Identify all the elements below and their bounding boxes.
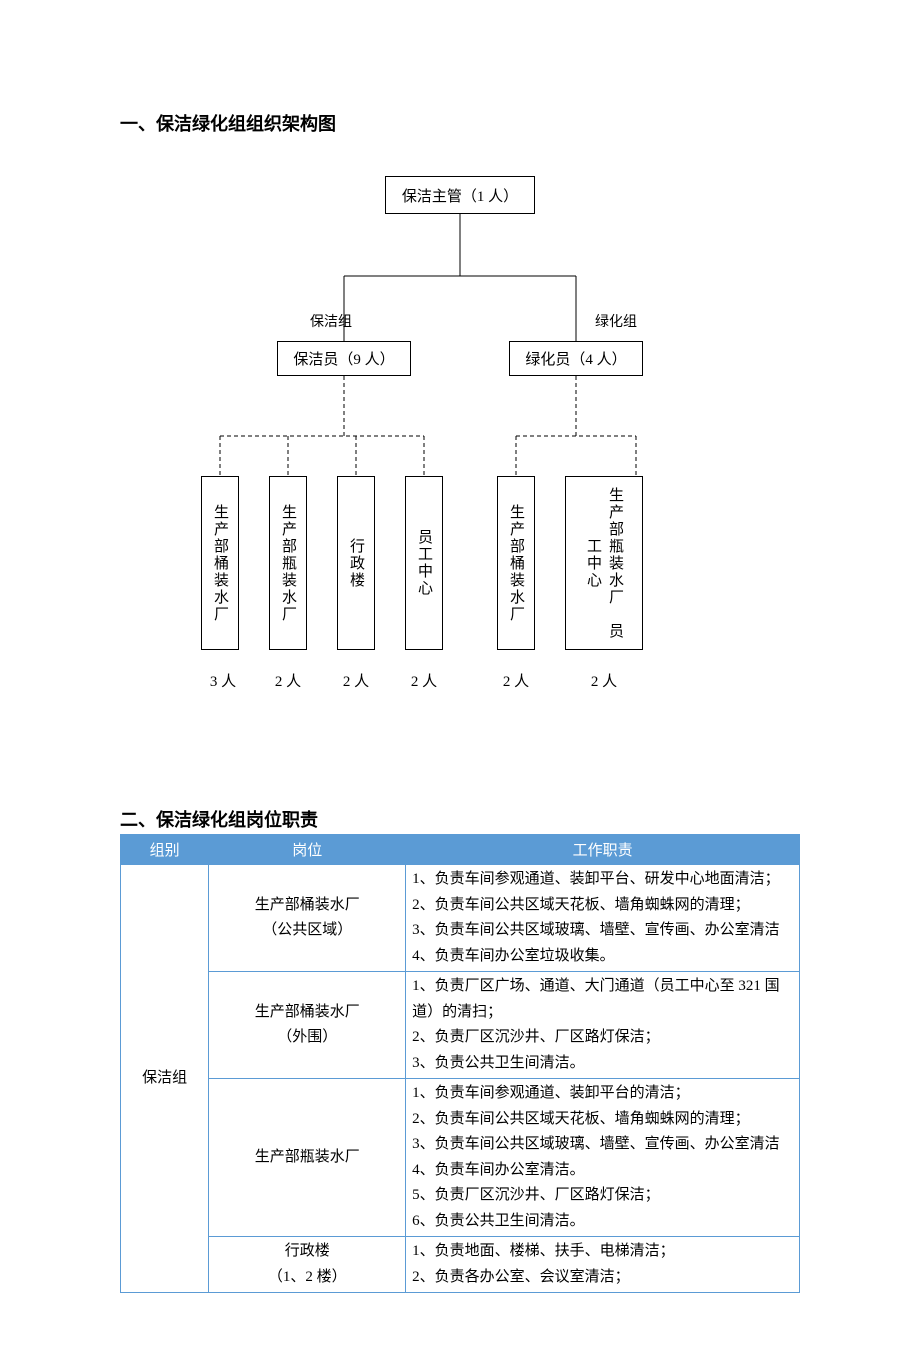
org-leaf-2-label: 行政楼 [345,538,367,589]
org-leaf-3: 员工中心 [405,476,443,650]
org-leaf-4-label: 生产部桶装水厂 [505,504,527,623]
org-leaf-1-count: 2 人 [273,670,303,691]
org-node-root: 保洁主管（1 人） [385,176,535,214]
section2-heading: 二、保洁绿化组岗位职责 [120,806,800,832]
duty-col-2: 工作职责 [406,835,800,865]
org-group-left-label: 保洁组 [310,311,352,331]
org-node-level2-left: 保洁员（9 人） [277,341,411,376]
org-leaf-5-label: 生产部瓶装水厂 员工中心 [582,483,626,643]
org-leaf-2-count: 2 人 [341,670,371,691]
org-chart: 保洁主管（1 人） 保洁组 绿化组 保洁员（9 人） 绿化员（4 人） 生产部桶… [200,176,720,736]
table-row: 生产部桶装水厂（外围）1、负责厂区广场、通道、大门通道（员工中心至 321 国道… [121,972,800,1079]
duty-col-0: 组别 [121,835,209,865]
org-leaf-4: 生产部桶装水厂 [497,476,535,650]
org-leaf-4-count: 2 人 [501,670,531,691]
org-leaf-0: 生产部桶装水厂 [201,476,239,650]
org-leaf-0-count: 3 人 [208,670,238,691]
duty-position-cell: 生产部桶装水厂（公共区域） [209,865,406,972]
duty-position-cell: 生产部桶装水厂（外围） [209,972,406,1079]
duty-group-cell: 保洁组 [121,865,209,1293]
duty-duties-cell: 1、负责厂区广场、通道、大门通道（员工中心至 321 国道）的清扫；2、负责厂区… [406,972,800,1079]
org-leaf-3-label: 员工中心 [413,529,435,597]
duty-position-cell: 行政楼（1、2 楼） [209,1237,406,1293]
table-row: 生产部瓶装水厂1、负责车间参观通道、装卸平台的清洁；2、负责车间公共区域天花板、… [121,1079,800,1237]
duty-col-1: 岗位 [209,835,406,865]
duty-position-cell: 生产部瓶装水厂 [209,1079,406,1237]
duty-duties-cell: 1、负责车间参观通道、装卸平台的清洁；2、负责车间公共区域天花板、墙角蜘蛛网的清… [406,1079,800,1237]
org-leaf-2: 行政楼 [337,476,375,650]
section1-heading: 一、保洁绿化组组织架构图 [120,110,800,136]
duty-duties-cell: 1、负责车间参观通道、装卸平台、研发中心地面清洁；2、负责车间公共区域天花板、墙… [406,865,800,972]
duty-table: 组别 岗位 工作职责 保洁组生产部桶装水厂（公共区域）1、负责车间参观通道、装卸… [120,834,800,1293]
org-node-level2-right: 绿化员（4 人） [509,341,643,376]
org-leaf-1: 生产部瓶装水厂 [269,476,307,650]
org-chart-connectors [200,176,720,736]
org-leaf-1-label: 生产部瓶装水厂 [277,504,299,623]
org-leaf-0-label: 生产部桶装水厂 [209,504,231,623]
table-row: 行政楼（1、2 楼）1、负责地面、楼梯、扶手、电梯清洁；2、负责各办公室、会议室… [121,1237,800,1293]
org-leaf-3-count: 2 人 [409,670,439,691]
org-group-right-label: 绿化组 [595,311,637,331]
duty-table-header-row: 组别 岗位 工作职责 [121,835,800,865]
table-row: 保洁组生产部桶装水厂（公共区域）1、负责车间参观通道、装卸平台、研发中心地面清洁… [121,865,800,972]
org-leaf-5-count: 2 人 [589,670,619,691]
duty-duties-cell: 1、负责地面、楼梯、扶手、电梯清洁；2、负责各办公室、会议室清洁； [406,1237,800,1293]
org-leaf-5: 生产部瓶装水厂 员工中心 [565,476,643,650]
